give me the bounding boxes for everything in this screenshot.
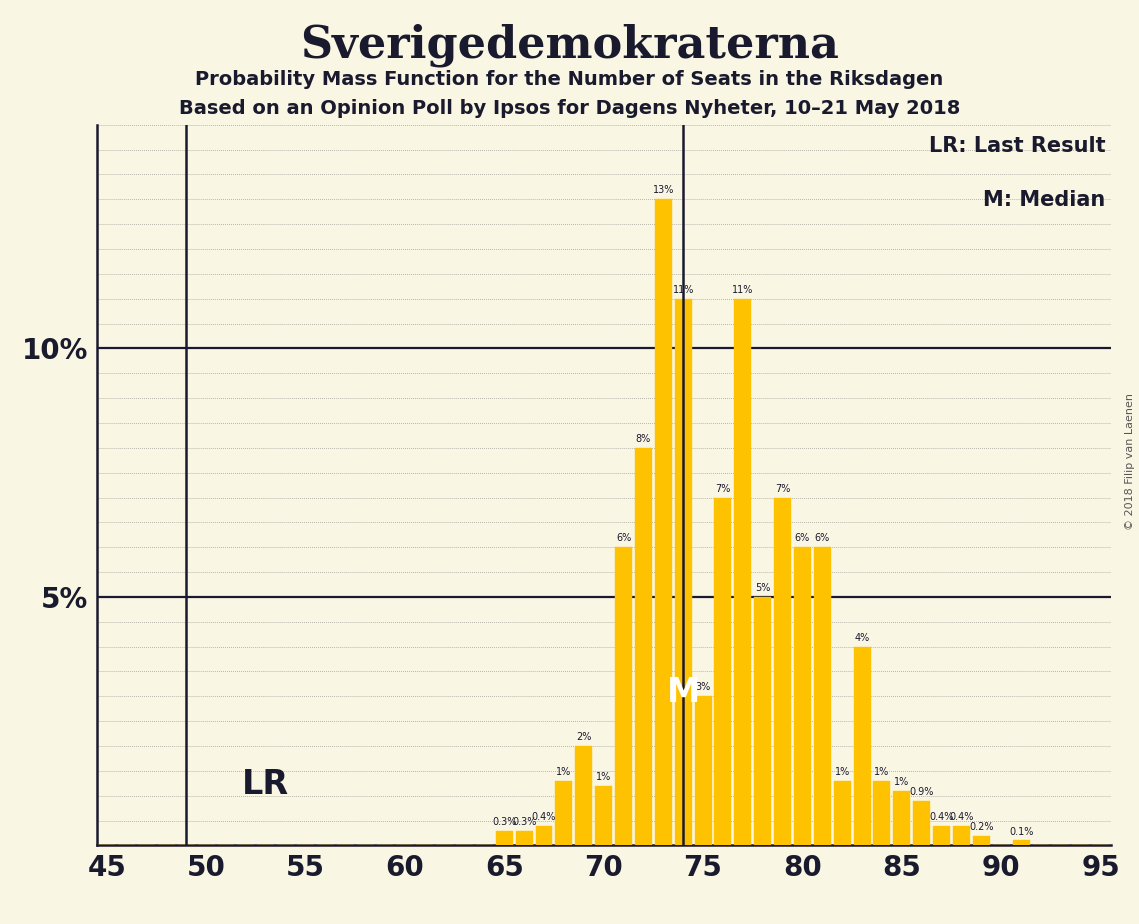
Text: M: Median: M: Median <box>983 189 1106 210</box>
Bar <box>714 497 731 845</box>
Text: 2%: 2% <box>576 732 591 742</box>
Text: 0.2%: 0.2% <box>969 821 993 832</box>
Text: 0.4%: 0.4% <box>929 811 953 821</box>
Text: Sverigedemokraterna: Sverigedemokraterna <box>300 23 839 67</box>
Bar <box>596 785 612 845</box>
Bar <box>1013 841 1030 845</box>
Text: Based on an Opinion Poll by Ipsos for Dagens Nyheter, 10–21 May 2018: Based on an Opinion Poll by Ipsos for Da… <box>179 99 960 118</box>
Bar <box>973 835 990 845</box>
Text: 1%: 1% <box>875 767 890 777</box>
Text: 0.4%: 0.4% <box>532 811 556 821</box>
Bar <box>516 831 533 845</box>
Bar <box>834 781 851 845</box>
Text: 1%: 1% <box>894 777 909 787</box>
Text: 6%: 6% <box>616 533 631 543</box>
Bar <box>953 825 970 845</box>
Bar <box>495 831 513 845</box>
Text: 6%: 6% <box>814 533 830 543</box>
Bar <box>913 801 931 845</box>
Bar <box>735 298 752 845</box>
Text: 0.3%: 0.3% <box>511 817 536 827</box>
Text: M: M <box>666 675 699 709</box>
Bar <box>893 791 910 845</box>
Bar <box>814 547 830 845</box>
Text: 7%: 7% <box>775 483 790 493</box>
Bar <box>874 781 891 845</box>
Text: 11%: 11% <box>732 285 754 295</box>
Text: 4%: 4% <box>854 633 870 643</box>
Text: 3%: 3% <box>696 682 711 692</box>
Text: 6%: 6% <box>795 533 810 543</box>
Text: 5%: 5% <box>755 583 770 593</box>
Bar <box>754 597 771 845</box>
Bar <box>556 781 573 845</box>
Bar <box>634 448 652 845</box>
Bar <box>674 298 691 845</box>
Text: © 2018 Filip van Laenen: © 2018 Filip van Laenen <box>1125 394 1134 530</box>
Text: 0.4%: 0.4% <box>949 811 974 821</box>
Text: 1%: 1% <box>596 772 612 782</box>
Bar <box>575 746 592 845</box>
Bar <box>535 825 552 845</box>
Text: 1%: 1% <box>556 767 572 777</box>
Bar <box>615 547 632 845</box>
Text: 0.9%: 0.9% <box>910 786 934 796</box>
Text: Probability Mass Function for the Number of Seats in the Riksdagen: Probability Mass Function for the Number… <box>196 70 943 90</box>
Text: 13%: 13% <box>653 186 674 195</box>
Text: 8%: 8% <box>636 434 652 444</box>
Bar <box>775 497 790 845</box>
Text: 7%: 7% <box>715 483 730 493</box>
Text: LR: Last Result: LR: Last Result <box>928 136 1106 155</box>
Bar <box>853 647 870 845</box>
Text: 0.3%: 0.3% <box>492 817 516 827</box>
Bar <box>933 825 950 845</box>
Text: 11%: 11% <box>672 285 694 295</box>
Bar <box>695 697 712 845</box>
Text: LR: LR <box>243 768 289 801</box>
Text: 1%: 1% <box>835 767 850 777</box>
Bar <box>655 200 672 845</box>
Bar <box>794 547 811 845</box>
Text: 0.1%: 0.1% <box>1009 826 1033 836</box>
